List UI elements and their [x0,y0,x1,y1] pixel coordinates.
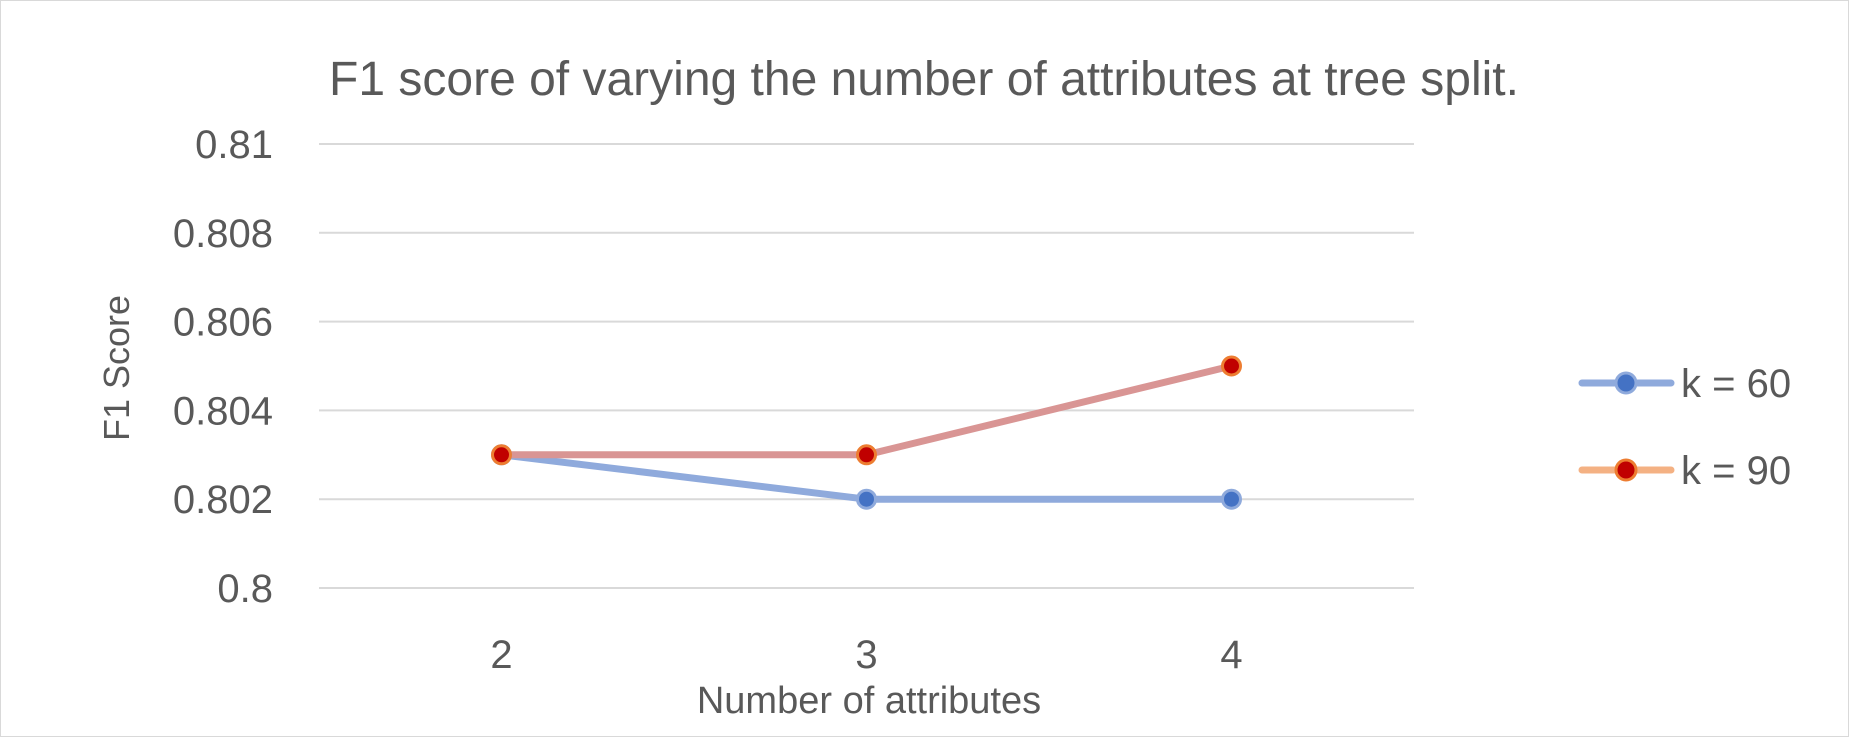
y-tick-label: 0.802 [173,478,273,522]
y-tick-label: 0.804 [173,389,273,433]
y-tick-label: 0.8 [217,567,273,611]
legend: k = 60 k = 90 [1578,362,1791,493]
y-axis-ticks: 0.8 0.802 0.804 0.806 0.808 0.81 [173,123,273,611]
series-2-point [1221,355,1242,377]
y-axis-label: F1 Score [96,295,137,441]
x-tick-label: 4 [1220,633,1242,677]
x-axis-ticks: 2 3 4 [490,633,1242,677]
legend-label: k = 60 [1681,362,1791,406]
legend-item: k = 60 [1578,362,1791,406]
chart-title: F1 score of varying the number of attrib… [329,53,1519,106]
legend-marker-2 [1614,458,1638,482]
y-tick-label: 0.806 [173,301,273,345]
legend-label: k = 90 [1681,449,1791,493]
x-axis-label: Number of attributes [697,680,1041,722]
legend-marker-1 [1614,371,1638,395]
y-tick-label: 0.808 [173,212,273,256]
x-tick-label: 2 [490,633,512,677]
y-tick-label: 0.81 [195,123,273,167]
series-2-point [856,444,877,466]
series-group [491,355,1242,510]
series-1-point [1221,488,1242,510]
x-tick-label: 3 [855,633,877,677]
legend-item: k = 90 [1578,449,1791,493]
series-1-point [856,488,877,510]
gridlines [319,143,1414,589]
series-2-point [491,444,512,466]
